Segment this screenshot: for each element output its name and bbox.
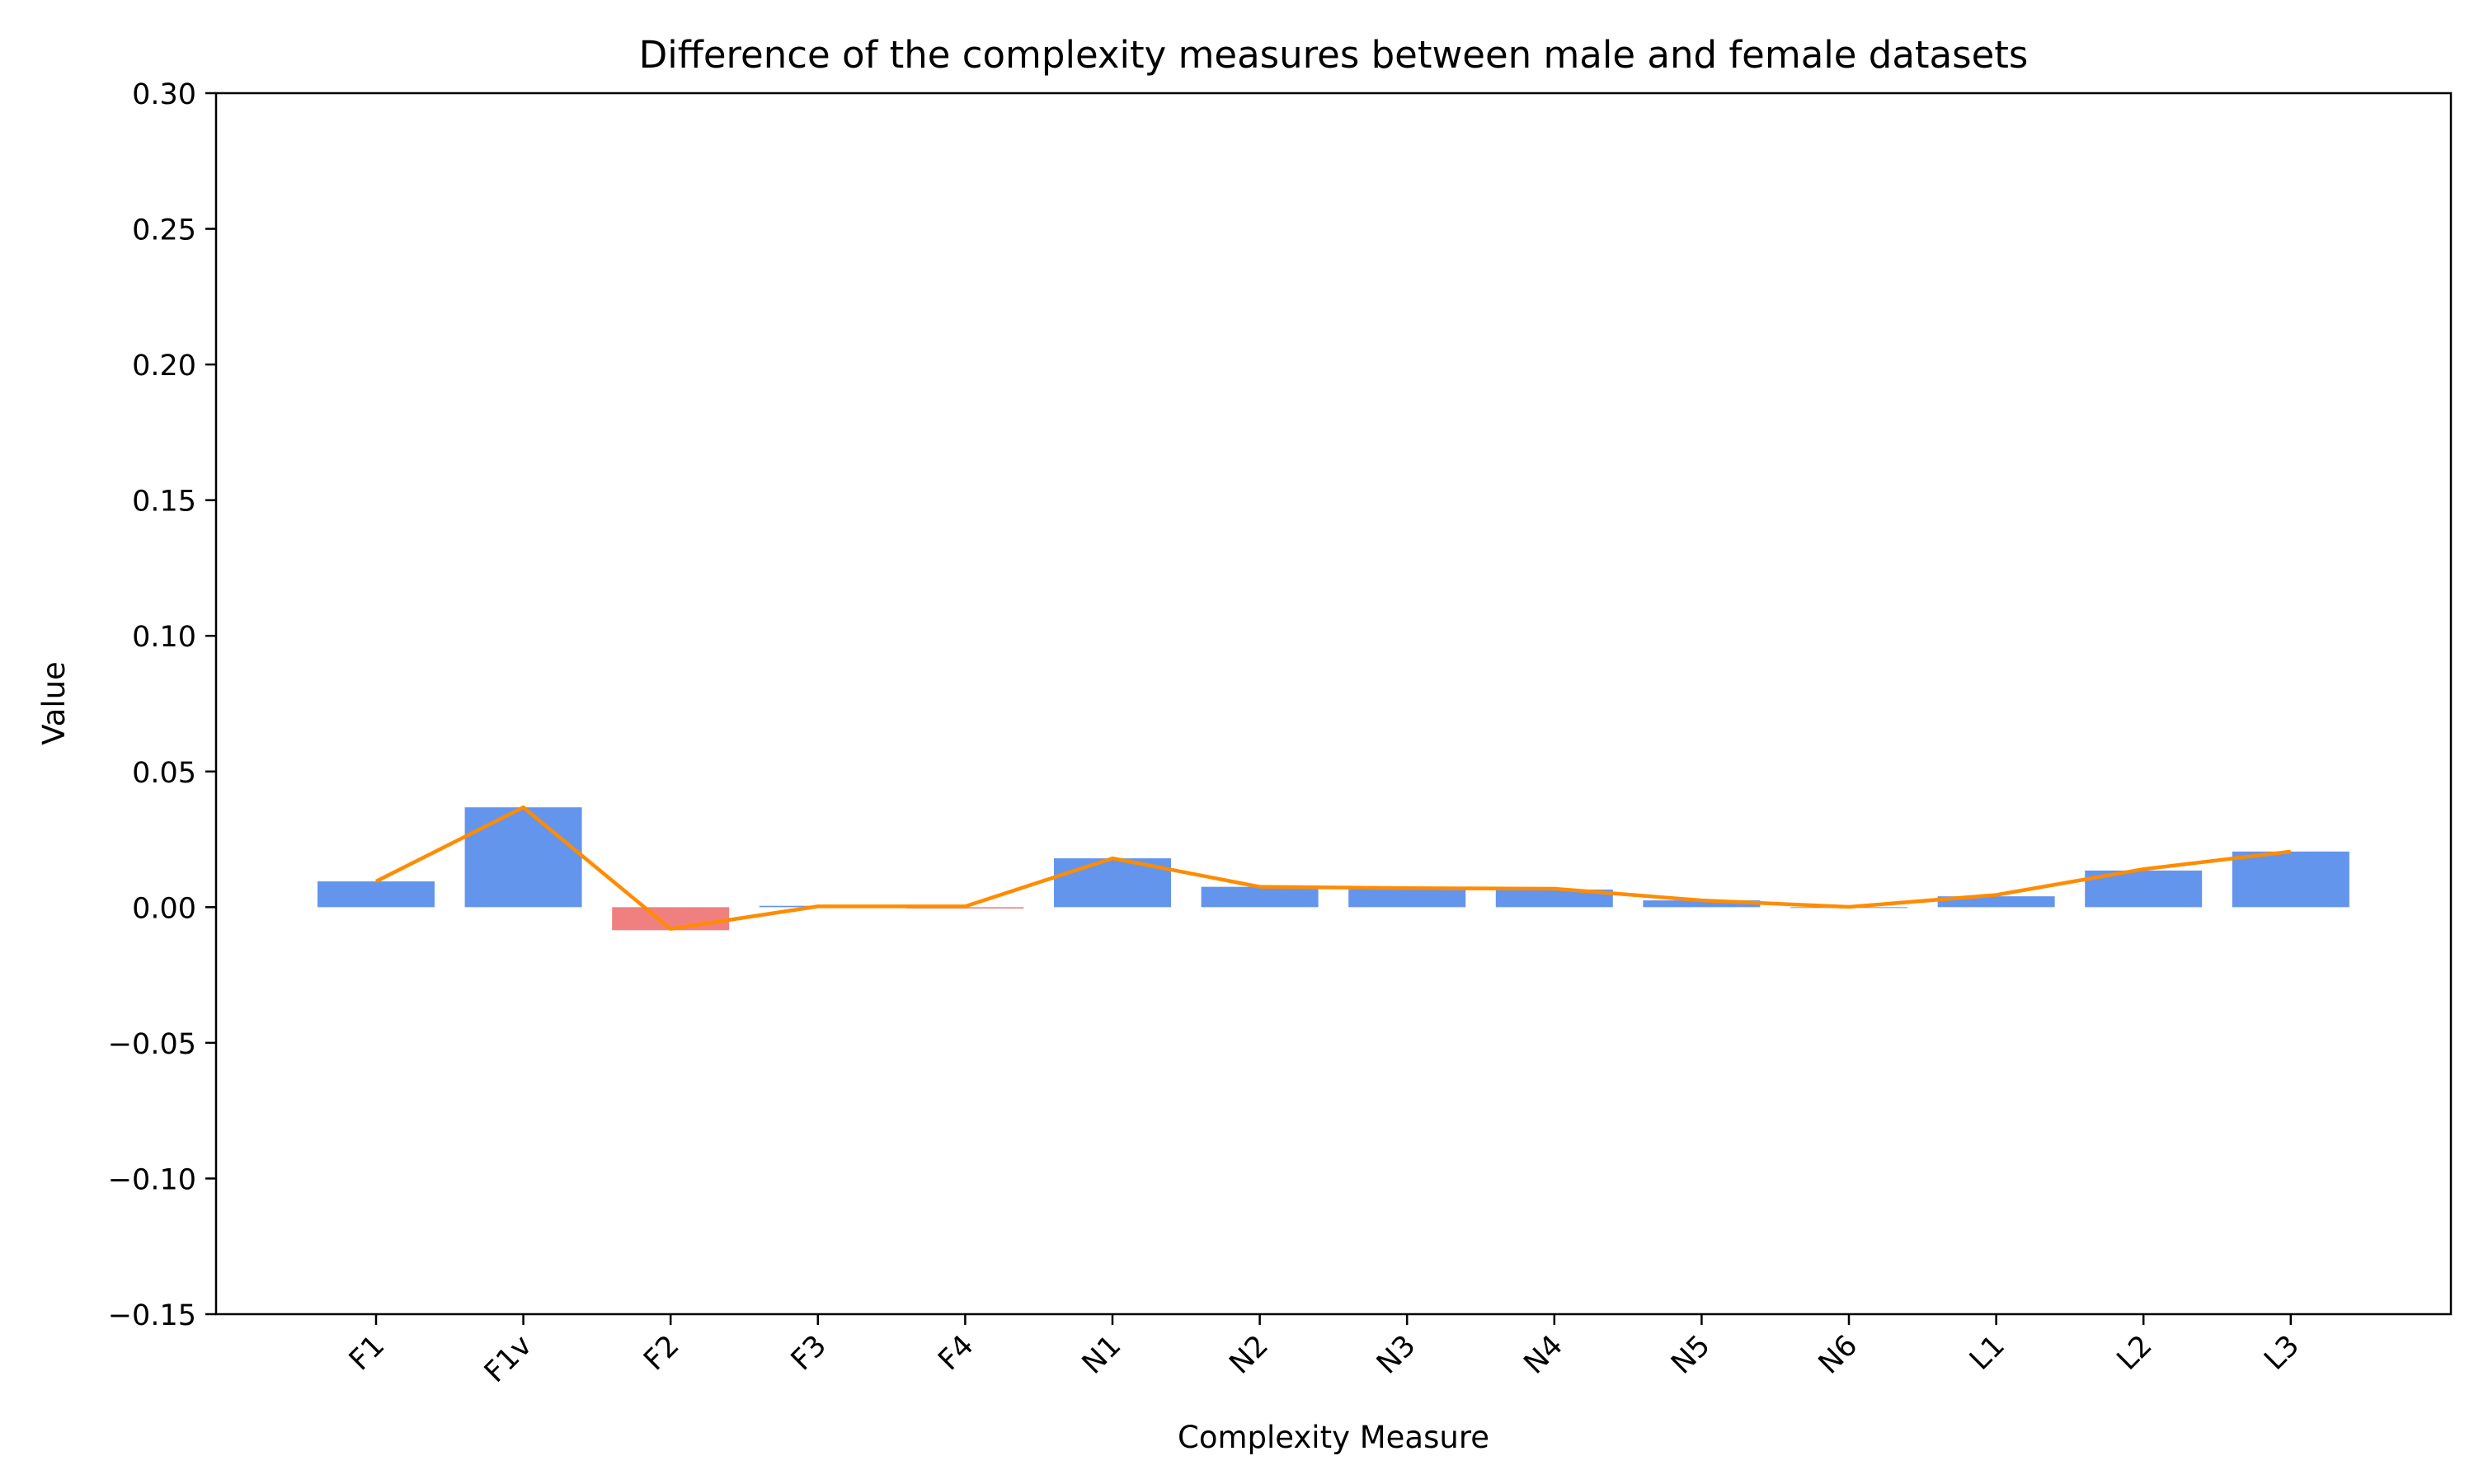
bar-n4	[1495, 889, 1613, 908]
y-axis: −0.15 −0.10 −0.05 0.00 0.05 0.10 0.15 0.20 0.25 0…	[108, 78, 216, 1332]
y-tick-label: −0.15	[108, 1299, 196, 1332]
x-tick-label-l2: L2	[2111, 1329, 2159, 1377]
x-tick-label-n6: N6	[1813, 1329, 1865, 1381]
trend-line	[374, 805, 2292, 931]
y-tick-label: 0.20	[132, 350, 196, 383]
x-tick-label-n2: N2	[1223, 1329, 1275, 1381]
y-tick-label: −0.05	[108, 1028, 196, 1061]
x-tick-label-f1: F1	[343, 1329, 391, 1377]
y-axis-label: Value	[36, 661, 72, 745]
x-axis: F1 F1v F2 F3 F4 N1 N2 N3 N4 N5 N6 L1 L2 L3	[343, 1314, 2306, 1389]
bar-n2	[1201, 886, 1319, 908]
chart-title: Difference of the complexity measures be…	[639, 33, 2029, 77]
plot-frame	[214, 92, 2453, 1316]
bar-f2	[612, 907, 730, 931]
y-tick-label: 0.10	[132, 621, 196, 654]
y-tick-label: 0.05	[132, 757, 196, 790]
y-tick-label: 0.00	[132, 892, 196, 925]
x-tick-label-f3: F3	[785, 1329, 833, 1377]
y-tick-label: 0.30	[132, 78, 196, 111]
x-tick-label-n3: N3	[1371, 1329, 1423, 1381]
bar-n5	[1643, 900, 1761, 908]
x-tick-label-l3: L3	[2258, 1329, 2306, 1377]
bars	[317, 807, 2349, 931]
x-tick-label-n1: N1	[1076, 1329, 1128, 1381]
x-tick-label-f1v: F1v	[478, 1329, 539, 1389]
y-tick-label: 0.25	[132, 214, 196, 247]
bar-l3	[2232, 851, 2349, 908]
x-tick-label-f4: F4	[932, 1329, 980, 1377]
series-line	[374, 805, 2292, 931]
x-axis-label: Complexity Measure	[1178, 1420, 1489, 1455]
bar-f1v	[464, 807, 582, 908]
x-tick-label-n4: N4	[1518, 1329, 1570, 1381]
y-tick-label: −0.10	[108, 1163, 196, 1196]
bar-n3	[1348, 888, 1466, 908]
bar-f1	[317, 881, 435, 908]
x-tick-label-n5: N5	[1665, 1329, 1717, 1381]
x-tick-label-l1: L1	[1964, 1329, 2011, 1377]
x-tick-label-f2: F2	[637, 1329, 685, 1377]
y-tick-label: 0.15	[132, 486, 196, 519]
